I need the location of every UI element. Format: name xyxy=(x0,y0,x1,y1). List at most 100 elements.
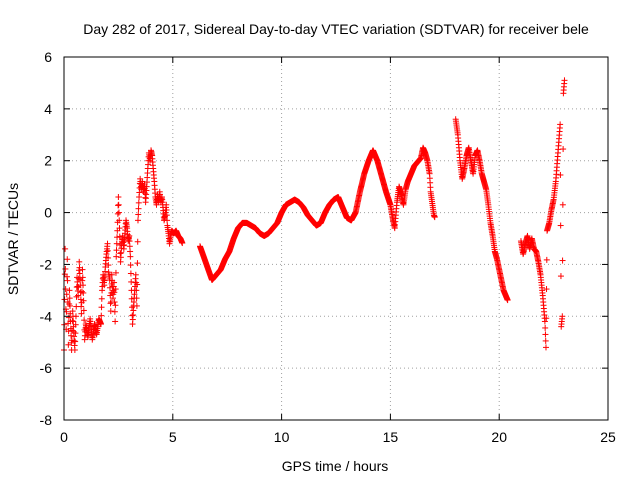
data-point xyxy=(104,240,111,247)
y-axis-label: SDTVAR / TECUs xyxy=(5,183,21,295)
axes: 0 5 10 15 20 25 -8 -6 -4 -2 0 2 4 6 xyxy=(40,49,616,445)
data-point xyxy=(72,321,79,328)
data-point xyxy=(78,303,85,310)
data-point xyxy=(135,205,142,212)
data-point xyxy=(72,338,79,345)
y-tick-label: -6 xyxy=(40,360,53,376)
grid-lines xyxy=(64,57,608,420)
data-point xyxy=(179,240,186,247)
data-point xyxy=(542,324,549,331)
data-point xyxy=(127,248,134,255)
data-point xyxy=(107,308,114,315)
y-tick-label: 4 xyxy=(44,101,52,117)
data-point xyxy=(72,330,79,337)
data-point xyxy=(79,277,86,284)
data-point xyxy=(115,201,122,208)
data-point xyxy=(72,313,79,320)
data-point xyxy=(133,295,140,302)
data-point xyxy=(66,287,73,294)
data-point xyxy=(98,304,105,311)
data-point xyxy=(133,287,140,294)
data-point xyxy=(79,274,86,281)
data-point xyxy=(134,281,141,288)
data-point xyxy=(69,308,76,315)
data-point xyxy=(116,225,123,232)
data-point xyxy=(78,310,85,317)
data-point xyxy=(113,247,120,254)
data-point xyxy=(557,121,564,128)
data-point xyxy=(543,256,550,263)
data-point xyxy=(543,286,550,293)
data-point xyxy=(559,257,566,264)
data-point xyxy=(61,296,68,303)
data-point xyxy=(542,344,549,351)
data-point xyxy=(75,275,82,282)
data-point xyxy=(105,262,112,269)
data-point xyxy=(126,243,133,250)
data-point xyxy=(77,289,84,296)
plot-frame xyxy=(63,56,609,421)
y-tick-label: 0 xyxy=(44,205,52,221)
data-point xyxy=(134,238,141,245)
data-point xyxy=(77,296,84,303)
data-point xyxy=(80,297,87,304)
data-point xyxy=(557,273,564,280)
y-tick-label: 2 xyxy=(44,153,52,169)
data-point xyxy=(504,297,511,304)
data-point xyxy=(134,217,141,224)
data-point xyxy=(107,292,114,299)
data-point xyxy=(64,277,71,284)
x-tick-label: 0 xyxy=(60,429,68,445)
data-point xyxy=(112,286,119,293)
data-point xyxy=(97,321,104,328)
data-point xyxy=(127,253,134,260)
data-point xyxy=(112,302,119,309)
data-point xyxy=(135,211,142,218)
x-axis-label: GPS time / hours xyxy=(282,458,389,474)
data-point xyxy=(111,299,118,306)
data-point xyxy=(116,217,123,224)
data-point xyxy=(133,302,140,309)
data-point xyxy=(80,307,87,314)
data-point xyxy=(63,291,70,298)
x-tick-label: 20 xyxy=(491,429,507,445)
data-point xyxy=(163,212,170,219)
data-point xyxy=(105,254,112,261)
data-series xyxy=(61,77,568,353)
data-point xyxy=(559,313,566,320)
data-point xyxy=(68,332,75,339)
y-tick-label: -2 xyxy=(40,256,53,272)
data-point xyxy=(112,269,119,276)
y-tick-label: -8 xyxy=(40,412,53,428)
data-point xyxy=(98,312,105,319)
data-point xyxy=(76,270,83,277)
data-point xyxy=(117,250,124,257)
data-point xyxy=(163,201,170,208)
data-point xyxy=(64,256,71,263)
data-point xyxy=(561,77,568,84)
data-point xyxy=(431,214,438,221)
data-point xyxy=(80,289,87,296)
data-point xyxy=(116,233,123,240)
data-point xyxy=(111,289,118,296)
x-tick-label: 25 xyxy=(600,429,616,445)
data-point xyxy=(115,194,122,201)
x-tick-label: 5 xyxy=(169,429,177,445)
data-point xyxy=(560,146,567,153)
data-point xyxy=(557,222,564,229)
data-point xyxy=(129,312,136,319)
data-point xyxy=(542,337,549,344)
data-point xyxy=(134,260,141,267)
data-point xyxy=(557,171,564,178)
data-point xyxy=(71,346,78,353)
data-point xyxy=(79,266,86,273)
data-point xyxy=(542,331,549,338)
data-point xyxy=(113,253,120,260)
data-point xyxy=(66,295,73,302)
data-point xyxy=(114,210,121,217)
data-point xyxy=(115,202,122,209)
data-point xyxy=(69,317,76,324)
data-point xyxy=(75,292,82,299)
data-point xyxy=(112,318,119,325)
data-point xyxy=(127,270,134,277)
